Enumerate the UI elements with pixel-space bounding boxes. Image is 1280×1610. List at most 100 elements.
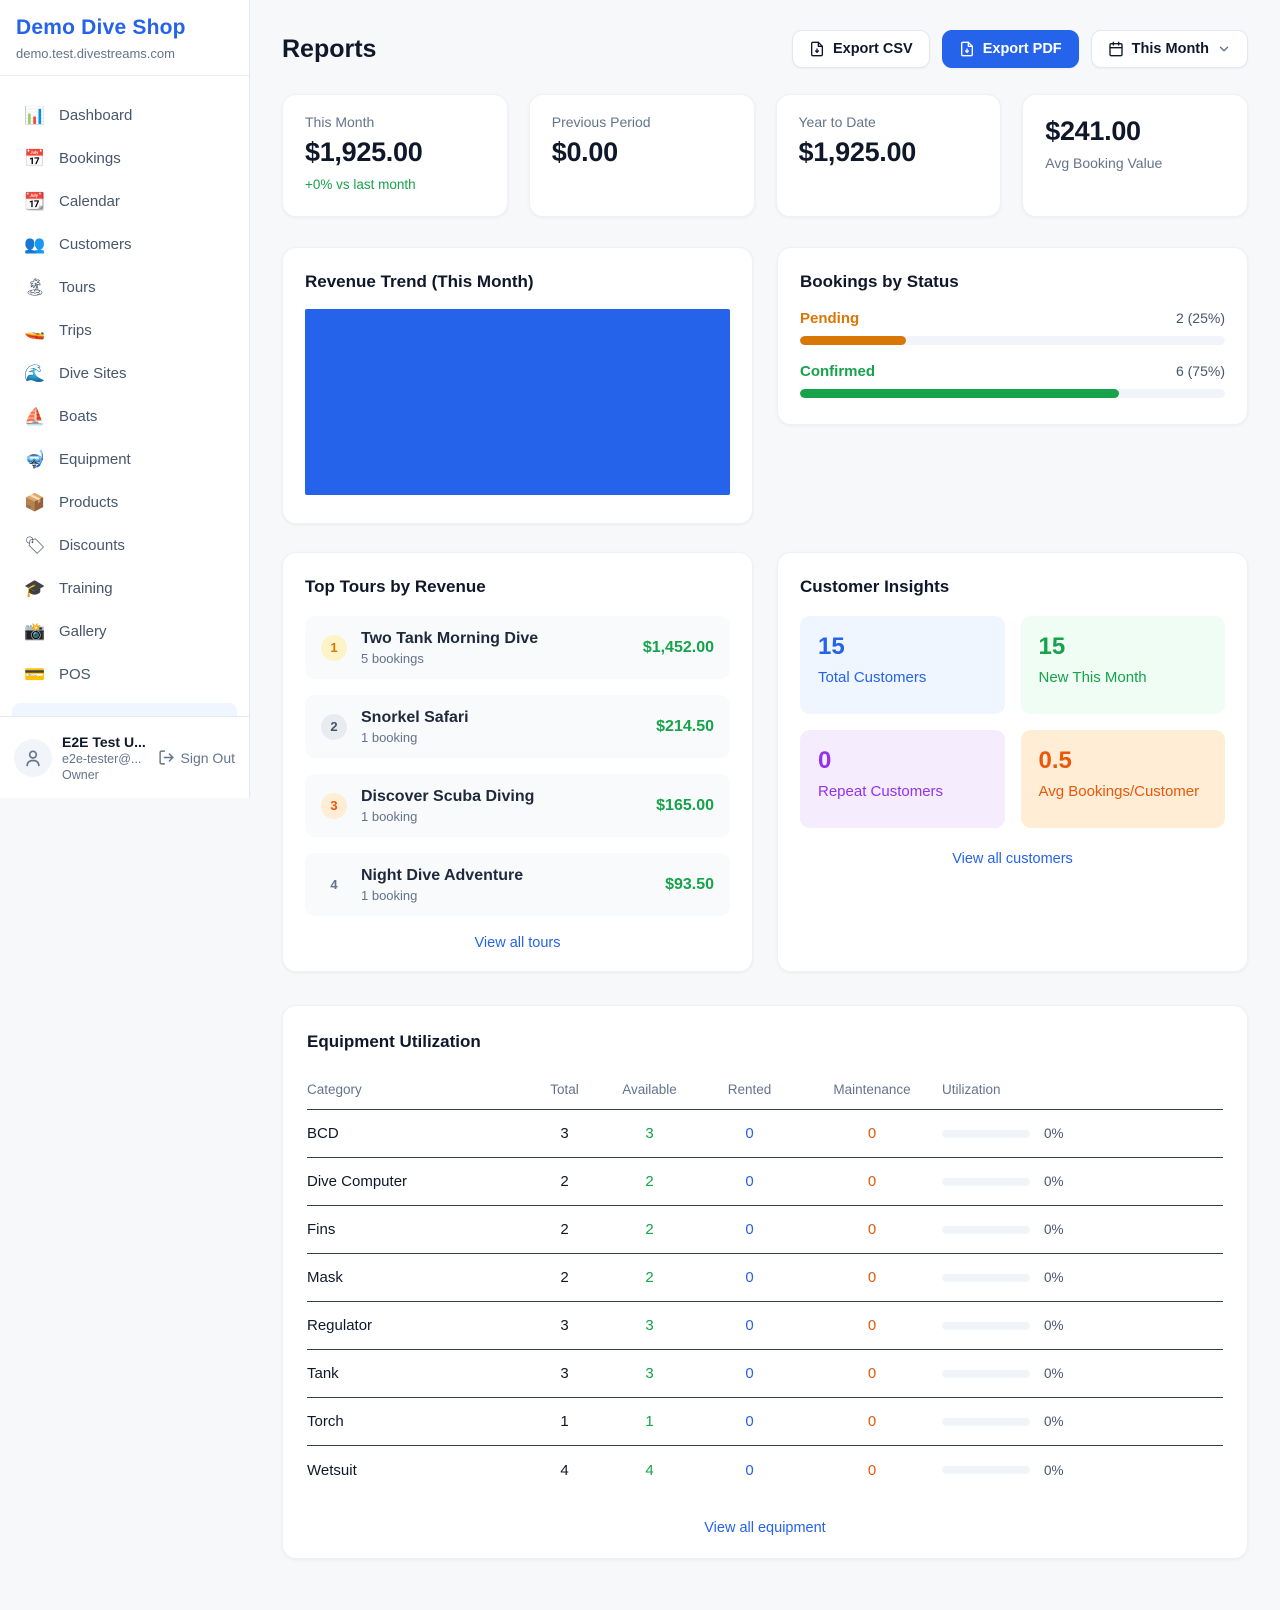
sidebar-item-label: Customers bbox=[59, 236, 132, 253]
calendar-icon bbox=[1109, 41, 1123, 57]
camera-icon: 📸 bbox=[24, 621, 46, 641]
export-csv-button[interactable]: Export CSV bbox=[791, 30, 930, 68]
avatar bbox=[14, 738, 52, 777]
utilization-percent: 0% bbox=[1044, 1174, 1064, 1189]
sign-out-button[interactable]: Sign Out bbox=[158, 749, 235, 766]
view-all-customers-link[interactable]: View all customers bbox=[952, 851, 1073, 867]
sidebar-item-pos[interactable]: 💳 POS bbox=[12, 653, 237, 696]
sign-out-icon bbox=[158, 750, 174, 765]
equipment-rented: 0 bbox=[745, 1269, 754, 1286]
utilization-bar-track bbox=[942, 1129, 1030, 1138]
insight-tile-total-customers: 15 Total Customers bbox=[800, 616, 1005, 714]
equipment-maintenance: 0 bbox=[867, 1461, 877, 1479]
sidebar-item-tours[interactable]: 🏝 Tours bbox=[12, 266, 237, 309]
charts-row: Revenue Trend (This Month) Bookings by S… bbox=[282, 247, 1248, 524]
equipment-table-header: Category Total Available Rented Maintena… bbox=[307, 1070, 1223, 1110]
utilization-bar-track bbox=[942, 1369, 1030, 1378]
equipment-maintenance: 0 bbox=[867, 1317, 877, 1334]
view-all-tours-link[interactable]: View all tours bbox=[474, 935, 561, 951]
equipment-available: 3 bbox=[645, 1365, 654, 1382]
equipment-category: Tank bbox=[307, 1365, 339, 1382]
status-row-confirmed: Confirmed 6 (75%) bbox=[800, 363, 1225, 398]
equipment-available: 2 bbox=[645, 1269, 654, 1286]
table-row: Mask 2 2 0 0 0% bbox=[307, 1254, 1223, 1302]
col-header-category: Category bbox=[307, 1082, 362, 1097]
equipment-category: Torch bbox=[307, 1413, 344, 1430]
period-dropdown[interactable]: This Month bbox=[1090, 30, 1248, 68]
sidebar-item-label: Dashboard bbox=[59, 107, 133, 124]
sidebar-item-dashboard[interactable]: 📊 Dashboard bbox=[12, 94, 237, 137]
page-header: Reports Export CSV Export PDF This Month bbox=[282, 30, 1248, 68]
col-header-rented: Rented bbox=[727, 1082, 772, 1097]
equipment-total: 3 bbox=[560, 1365, 569, 1382]
utilization-bar-track bbox=[942, 1273, 1030, 1282]
insight-tile-repeat-customers: 0 Repeat Customers bbox=[800, 730, 1005, 828]
utilization-percent: 0% bbox=[1044, 1318, 1064, 1333]
sidebar-item-gallery[interactable]: 📸 Gallery bbox=[12, 610, 237, 653]
status-bar-fill-pending bbox=[800, 336, 907, 345]
sidebar-item-label: Discounts bbox=[59, 537, 125, 554]
utilization-cell: 0% bbox=[942, 1318, 1223, 1333]
sidebar-item-label: Gallery bbox=[59, 623, 107, 640]
equipment-category: Wetsuit bbox=[307, 1461, 357, 1479]
sidebar: Demo Dive Shop demo.test.divestreams.com… bbox=[0, 0, 250, 798]
equipment-rented: 0 bbox=[745, 1413, 754, 1430]
sidebar-item-label: Dive Sites bbox=[59, 365, 127, 382]
sidebar-item-bookings[interactable]: 📅 Bookings bbox=[12, 137, 237, 180]
equipment-category: BCD bbox=[307, 1125, 339, 1142]
sidebar-item-label: Training bbox=[59, 580, 113, 597]
equipment-category: Dive Computer bbox=[307, 1173, 408, 1190]
sidebar-item-label: Trips bbox=[59, 322, 92, 339]
shop-domain: demo.test.divestreams.com bbox=[16, 46, 175, 61]
sidebar-item-customers[interactable]: 👥 Customers bbox=[12, 223, 237, 266]
tour-name: Snorkel Safari bbox=[361, 708, 469, 726]
sidebar-item-discounts[interactable]: 🏷 Discounts bbox=[12, 524, 237, 567]
insight-value: 15 bbox=[818, 633, 845, 660]
export-csv-label: Export CSV bbox=[832, 41, 913, 57]
utilization-cell: 0% bbox=[942, 1463, 1223, 1478]
sidebar-item-products[interactable]: 📦 Products bbox=[12, 481, 237, 524]
table-row: Torch 1 1 0 0 0% bbox=[307, 1398, 1223, 1446]
equipment-category: Fins bbox=[307, 1221, 336, 1238]
graduation-cap-icon: 🎓 bbox=[24, 578, 46, 598]
export-pdf-button[interactable]: Export PDF bbox=[941, 30, 1079, 68]
sidebar-item-trips[interactable]: 🚤 Trips bbox=[12, 309, 237, 352]
table-row: Fins 2 2 0 0 0% bbox=[307, 1206, 1223, 1254]
sidebar-nav: 📊 Dashboard 📅 Bookings 📆 Calendar 👥 Cust… bbox=[0, 76, 249, 696]
insight-label: Total Customers bbox=[818, 669, 927, 686]
equipment-rented: 0 bbox=[745, 1365, 754, 1382]
wave-icon: 🌊 bbox=[24, 363, 46, 383]
equipment-rented: 0 bbox=[745, 1173, 754, 1190]
sidebar-item-training[interactable]: 🎓 Training bbox=[12, 567, 237, 610]
stat-value: $1,925.00 bbox=[305, 137, 423, 167]
status-row-pending: Pending 2 (25%) bbox=[800, 310, 1225, 345]
equipment-maintenance: 0 bbox=[867, 1365, 877, 1382]
utilization-bar-track bbox=[942, 1177, 1030, 1186]
dashboard-icon: 📊 bbox=[24, 105, 46, 125]
equipment-maintenance: 0 bbox=[867, 1125, 877, 1142]
sailboat-icon: ⛵ bbox=[24, 406, 46, 426]
col-header-maintenance: Maintenance bbox=[833, 1082, 911, 1097]
equipment-available: 3 bbox=[645, 1125, 654, 1142]
stat-label: This Month bbox=[305, 114, 375, 130]
stat-delta: +0% vs last month bbox=[305, 177, 416, 192]
diving-mask-icon: 🤿 bbox=[24, 449, 46, 469]
equipment-maintenance: 0 bbox=[867, 1269, 877, 1286]
utilization-percent: 0% bbox=[1044, 1126, 1064, 1141]
sidebar-item-calendar[interactable]: 📆 Calendar bbox=[12, 180, 237, 223]
sidebar-item-boats[interactable]: ⛵ Boats bbox=[12, 395, 237, 438]
sidebar-item-dive-sites[interactable]: 🌊 Dive Sites bbox=[12, 352, 237, 395]
table-row: Regulator 3 3 0 0 0% bbox=[307, 1302, 1223, 1350]
utilization-cell: 0% bbox=[942, 1222, 1223, 1237]
utilization-percent: 0% bbox=[1044, 1270, 1064, 1285]
utilization-percent: 0% bbox=[1044, 1462, 1064, 1478]
stat-value: $241.00 bbox=[1045, 116, 1141, 146]
sidebar-item-equipment[interactable]: 🤿 Equipment bbox=[12, 438, 237, 481]
sidebar-item-label: Equipment bbox=[59, 451, 131, 468]
view-all-equipment-link[interactable]: View all equipment bbox=[704, 1520, 826, 1536]
chevron-down-icon bbox=[1219, 46, 1229, 52]
bookings-by-status-title: Bookings by Status bbox=[800, 272, 959, 291]
utilization-cell: 0% bbox=[942, 1414, 1223, 1429]
tour-list: 1 Two Tank Morning Dive 5 bookings $1,45… bbox=[305, 616, 730, 916]
stat-label: Previous Period bbox=[551, 114, 651, 130]
